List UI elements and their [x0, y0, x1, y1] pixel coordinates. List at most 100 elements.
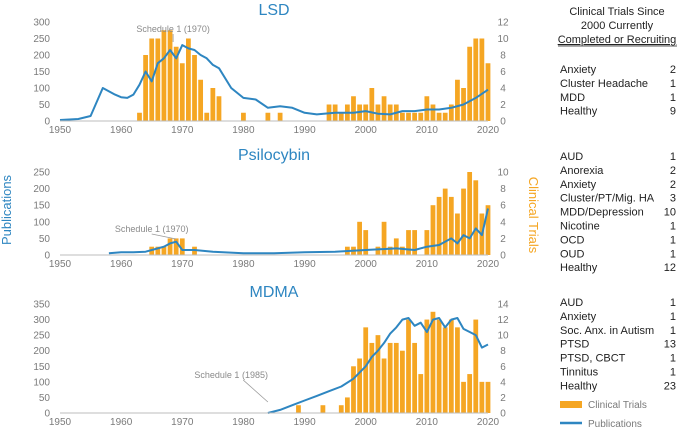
panel-3-table-label-1: Anxiety	[560, 311, 597, 323]
panel-1-x-tick-2020: 2020	[477, 125, 500, 136]
panel-2-y-left-tick-250: 250	[33, 168, 50, 179]
panel-3-table-value-0: 1	[670, 297, 676, 309]
panel-3-bar-2005	[393, 342, 399, 413]
panel-3-bar-1993	[320, 405, 326, 413]
panel-2-y-right-tick-4: 4	[500, 217, 506, 228]
panel-1-bar-1964	[143, 55, 148, 121]
panel-2-schedule-leader	[151, 233, 177, 240]
panel-3-bar-2007	[406, 319, 411, 413]
panel-1-y-right-tick-4: 4	[500, 84, 506, 95]
panel-1-bar-2001	[369, 88, 375, 121]
panel-2-bar-2007	[406, 230, 411, 255]
panel-3-bar-2011	[430, 311, 436, 413]
panel-2-bar-1999	[357, 221, 362, 255]
panel-1-x-tick-1950: 1950	[49, 125, 72, 136]
panel-1-bar-1974	[204, 112, 210, 121]
panel-2-bar-2005	[393, 238, 399, 255]
panel-1-x-tick-1960: 1960	[110, 125, 133, 136]
panel-3-y-left-tick-0: 0	[44, 409, 50, 420]
legend-bar-label: Clinical Trials	[588, 400, 647, 411]
panel-2-y-left-tick-150: 150	[33, 201, 50, 212]
panel-2-bar-1966	[155, 246, 161, 255]
panel-1-table-value-1: 1	[670, 78, 676, 90]
panel-1-bar-2007	[406, 112, 411, 121]
panel-3-bar-2012	[436, 319, 442, 413]
panel-2-x-tick-1950: 1950	[49, 259, 72, 270]
panel-3-x-tick-1990: 1990	[293, 417, 316, 428]
sidebar-heading-line2: 2000 Currently	[581, 20, 654, 32]
panel-3-y-right-tick-10: 10	[497, 331, 509, 342]
panel-3-x-tick-1950: 1950	[49, 417, 72, 428]
panel-1-bar-1971	[186, 38, 191, 121]
panel-2-table-label-1: Anorexia	[560, 165, 604, 177]
panel-1-y-left-tick-200: 200	[33, 51, 50, 62]
panel-3-x-tick-1960: 1960	[110, 417, 133, 428]
panel-3-y-right-tick-6: 6	[500, 362, 506, 373]
panel-1-x-tick-1990: 1990	[293, 125, 316, 136]
panel-1-table-label-1: Cluster Headache	[560, 78, 648, 90]
panel-2-bar-2000	[363, 230, 369, 255]
panel-2-y-right-tick-10: 10	[497, 168, 509, 179]
panel-1-bar-1972	[192, 55, 197, 121]
panel-2-x-tick-2010: 2010	[416, 259, 439, 270]
panel-2-y-right-tick-2: 2	[500, 234, 506, 245]
panel-2-bar-2015	[455, 213, 460, 255]
panel-1-bar-2019	[479, 38, 485, 121]
panel-2-y-left-tick-0: 0	[44, 251, 50, 262]
panel-3-bar-2004	[387, 342, 393, 413]
panel-2-table-label-8: Healthy	[560, 262, 598, 274]
panel-2-bar-2008	[412, 230, 418, 255]
panel-2-table-value-2: 2	[670, 179, 676, 191]
panel-3-bar-1997	[344, 397, 350, 413]
panel-1-y-right-tick-2: 2	[500, 100, 506, 111]
panel-2-y-right-tick-8: 8	[500, 184, 506, 195]
panel-1-table-label-0: Anxiety	[560, 64, 597, 76]
panel-3-publications-line	[267, 317, 489, 414]
panel-1-bar-2015	[455, 79, 460, 121]
panel-2-table-value-1: 2	[670, 165, 676, 177]
panel-2-x-tick-2020: 2020	[477, 259, 500, 270]
panel-2-bar-1969	[173, 238, 179, 255]
panel-3-table-label-6: Healthy	[560, 380, 598, 392]
panel-2-bar-2014	[448, 196, 454, 255]
clinical-trials-axis-label: Clinical Trials	[526, 177, 541, 254]
panel-1-bar-2012	[436, 112, 442, 121]
panel-3-y-right-tick-2: 2	[500, 393, 506, 404]
panel-2-table-value-6: 1	[670, 234, 676, 246]
panel-2-x-tick-1970: 1970	[171, 259, 194, 270]
panel-2-publications-line	[108, 208, 489, 255]
panel-2-bar-2011	[430, 205, 436, 255]
panel-1-y-left-tick-0: 0	[44, 117, 50, 128]
panel-1-bar-2000	[363, 104, 369, 121]
panel-1-bar-1970	[179, 63, 185, 121]
panel-3-bar-1996	[338, 405, 344, 413]
panel-1-y-left-tick-100: 100	[33, 84, 50, 95]
panel-3-x-tick-2020: 2020	[477, 417, 500, 428]
panel-1-table-value-2: 1	[670, 92, 676, 104]
panel-1-bar-1984	[265, 112, 271, 121]
sidebar-heading-line1: Clinical Trials Since	[569, 6, 664, 18]
panel-2-table-label-7: OUD	[560, 248, 585, 260]
panel-1-bar-1966	[155, 38, 161, 121]
panel-2-table-label-3: Cluster/PT/Mig. HA	[560, 193, 655, 205]
panel-1-y-left-tick-250: 250	[33, 34, 50, 45]
panel-3-table-label-3: PTSD	[560, 339, 589, 351]
panel-2-y-right-tick-0: 0	[500, 251, 506, 262]
panel-3-table-value-1: 1	[670, 311, 676, 323]
panel-1-x-tick-1980: 1980	[232, 125, 255, 136]
panel-1-bar-2017	[467, 46, 473, 121]
panel-3-bar-2010	[424, 319, 430, 413]
panel-2-table-label-0: AUD	[560, 151, 583, 163]
panel-3-bar-2003	[381, 358, 387, 413]
panel-1-bar-1975	[210, 88, 216, 121]
panel-3-title: MDMA	[250, 284, 299, 301]
panel-3-bar-2009	[418, 374, 424, 413]
panel-3-x-tick-1970: 1970	[171, 417, 194, 428]
panel-3-bar-2014	[448, 319, 454, 413]
legend-line-label: Publications	[588, 419, 642, 430]
panel-1-schedule-annotation: Schedule 1 (1970)	[136, 24, 210, 34]
panel-2-x-tick-1980: 1980	[232, 259, 255, 270]
panel-1-x-tick-2010: 2010	[416, 125, 439, 136]
panel-1-y-right-tick-6: 6	[500, 67, 506, 78]
